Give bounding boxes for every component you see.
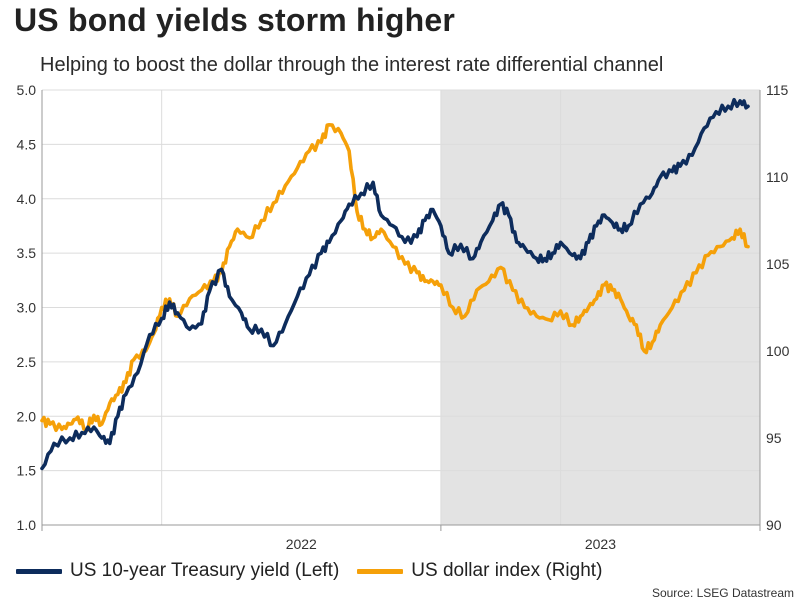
left-tick-label: 3.0 xyxy=(17,300,37,316)
left-tick-label: 4.5 xyxy=(17,136,37,152)
tick-labels: 1.0 1.5 2.0 2.5 3.0 3.5 4.0 4.5 5.0 90 95 100 105 110… xyxy=(17,82,790,552)
left-tick-label: 4.0 xyxy=(17,191,37,207)
left-tick-label: 5.0 xyxy=(17,82,37,98)
legend-label-yield: US 10-year Treasury yield (Left) xyxy=(70,560,340,581)
left-tick-label: 2.5 xyxy=(17,354,37,370)
right-tick-label: 95 xyxy=(766,430,782,446)
legend-swatch-yield xyxy=(16,568,62,574)
left-tick-label: 1.5 xyxy=(17,463,37,479)
legend-item-dollar: US dollar index (Right) xyxy=(357,560,602,582)
source-note: Source: LSEG Datastream xyxy=(651,586,794,600)
right-tick-label: 90 xyxy=(766,517,782,533)
x-tick-label: 2023 xyxy=(585,536,616,552)
series-group xyxy=(40,97,750,471)
gridlines xyxy=(42,89,760,526)
right-tick-label: 110 xyxy=(766,169,789,185)
legend: US 10-year Treasury yield (Left) US doll… xyxy=(16,560,620,582)
left-tick-label: 1.0 xyxy=(17,517,37,533)
right-tick-label: 105 xyxy=(766,256,790,272)
legend-item-yield: US 10-year Treasury yield (Left) xyxy=(16,560,339,582)
right-tick-label: 100 xyxy=(766,343,790,359)
legend-swatch-dollar xyxy=(357,568,404,574)
left-tick-label: 2.0 xyxy=(17,408,37,424)
series-line-yield xyxy=(40,97,750,471)
x-tick-label: 2022 xyxy=(286,536,317,552)
axes xyxy=(41,90,761,531)
left-tick-label: 3.5 xyxy=(17,245,37,261)
legend-label-dollar: US dollar index (Right) xyxy=(411,560,603,581)
chart-title: US bond yields storm higher xyxy=(14,2,456,38)
chart-subtitle: Helping to boost the dollar through the … xyxy=(40,54,664,76)
right-tick-label: 115 xyxy=(766,82,789,98)
